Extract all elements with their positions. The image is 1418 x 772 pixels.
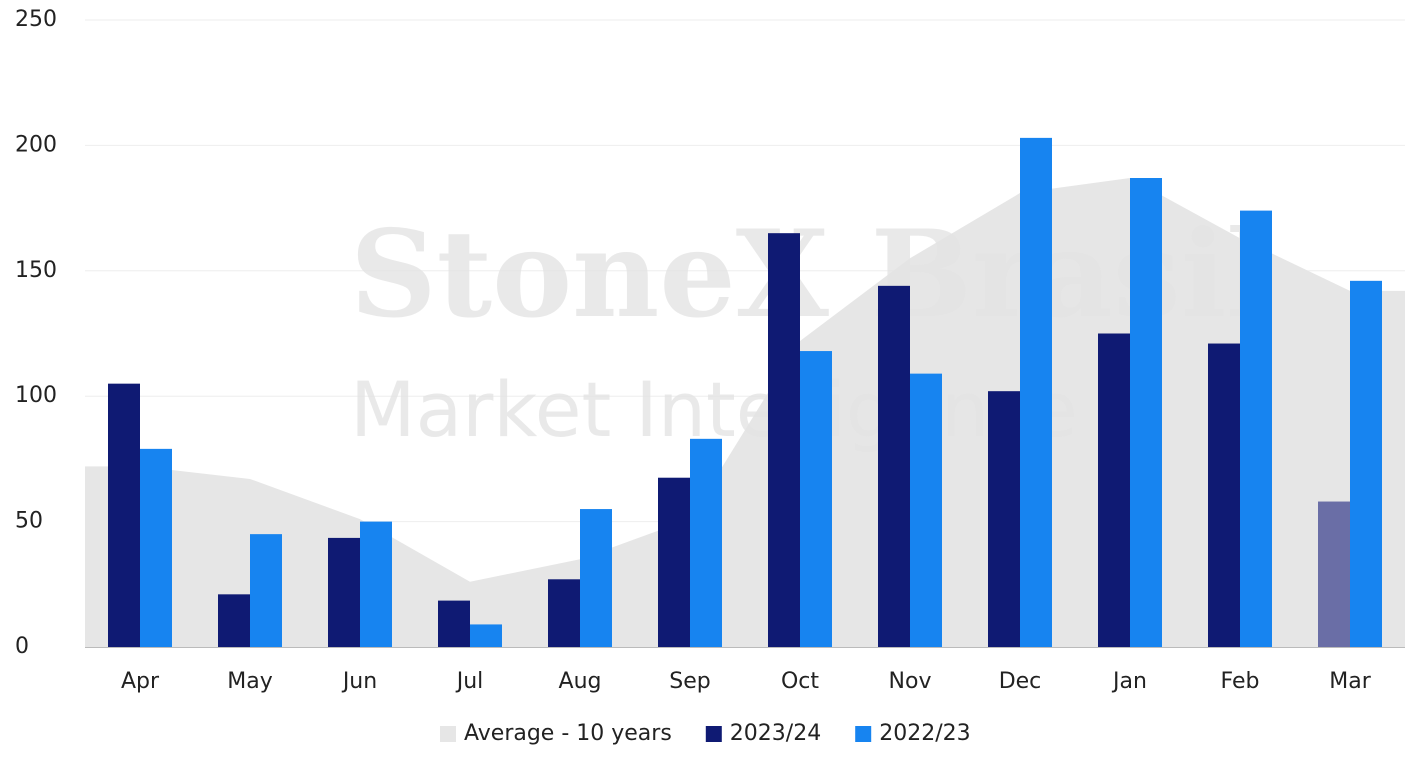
legend-swatch <box>705 726 722 742</box>
area <box>85 178 1405 647</box>
watermark: StoneX Brasil <box>350 204 1272 345</box>
bar <box>1318 501 1350 647</box>
x-tick-label: Feb <box>1221 669 1260 694</box>
bar <box>250 534 282 647</box>
legend-label: 2022/23 <box>879 721 970 746</box>
bar <box>1240 210 1272 647</box>
bar <box>438 600 470 647</box>
y-tick-label: 150 <box>15 258 57 283</box>
x-tick-label: Aug <box>559 669 602 694</box>
x-tick-label: Nov <box>889 669 932 694</box>
bar <box>218 594 250 647</box>
y-tick-label: 0 <box>15 634 29 659</box>
bar <box>878 285 910 647</box>
y-tick-label: 50 <box>15 509 43 534</box>
y-tick-label: 250 <box>15 7 57 32</box>
x-tick-label: Jun <box>341 669 377 694</box>
bar <box>580 509 612 647</box>
legend-label: 2023/24 <box>730 721 821 746</box>
x-tick-label: Dec <box>999 669 1042 694</box>
x-tick-label: Jan <box>1111 669 1147 694</box>
x-tick-label: Sep <box>669 669 710 694</box>
y-tick-label: 200 <box>15 132 57 157</box>
bar <box>360 521 392 647</box>
legend-swatch <box>855 726 872 742</box>
bar <box>988 391 1020 647</box>
bar <box>800 351 832 647</box>
bar <box>910 373 942 647</box>
bar <box>1020 137 1052 647</box>
bar <box>108 383 140 647</box>
bar <box>768 233 800 647</box>
bar <box>1098 333 1130 647</box>
x-tick-label: May <box>227 669 272 694</box>
legend-label: Average - 10 years <box>464 721 672 746</box>
y-tick-label: 100 <box>15 383 57 408</box>
x-tick-label: Apr <box>121 669 160 694</box>
bar <box>1208 343 1240 647</box>
x-tick-label: Oct <box>781 669 819 694</box>
x-tick-label: Mar <box>1329 669 1371 694</box>
bar <box>328 537 360 647</box>
x-tick-label: Jul <box>455 669 484 694</box>
bar <box>658 477 690 647</box>
legend-swatch <box>440 726 456 742</box>
bar <box>1130 178 1162 647</box>
bar <box>140 448 172 647</box>
bar <box>470 624 502 647</box>
bar <box>690 438 722 647</box>
bar <box>1350 280 1382 647</box>
bar <box>548 579 580 647</box>
